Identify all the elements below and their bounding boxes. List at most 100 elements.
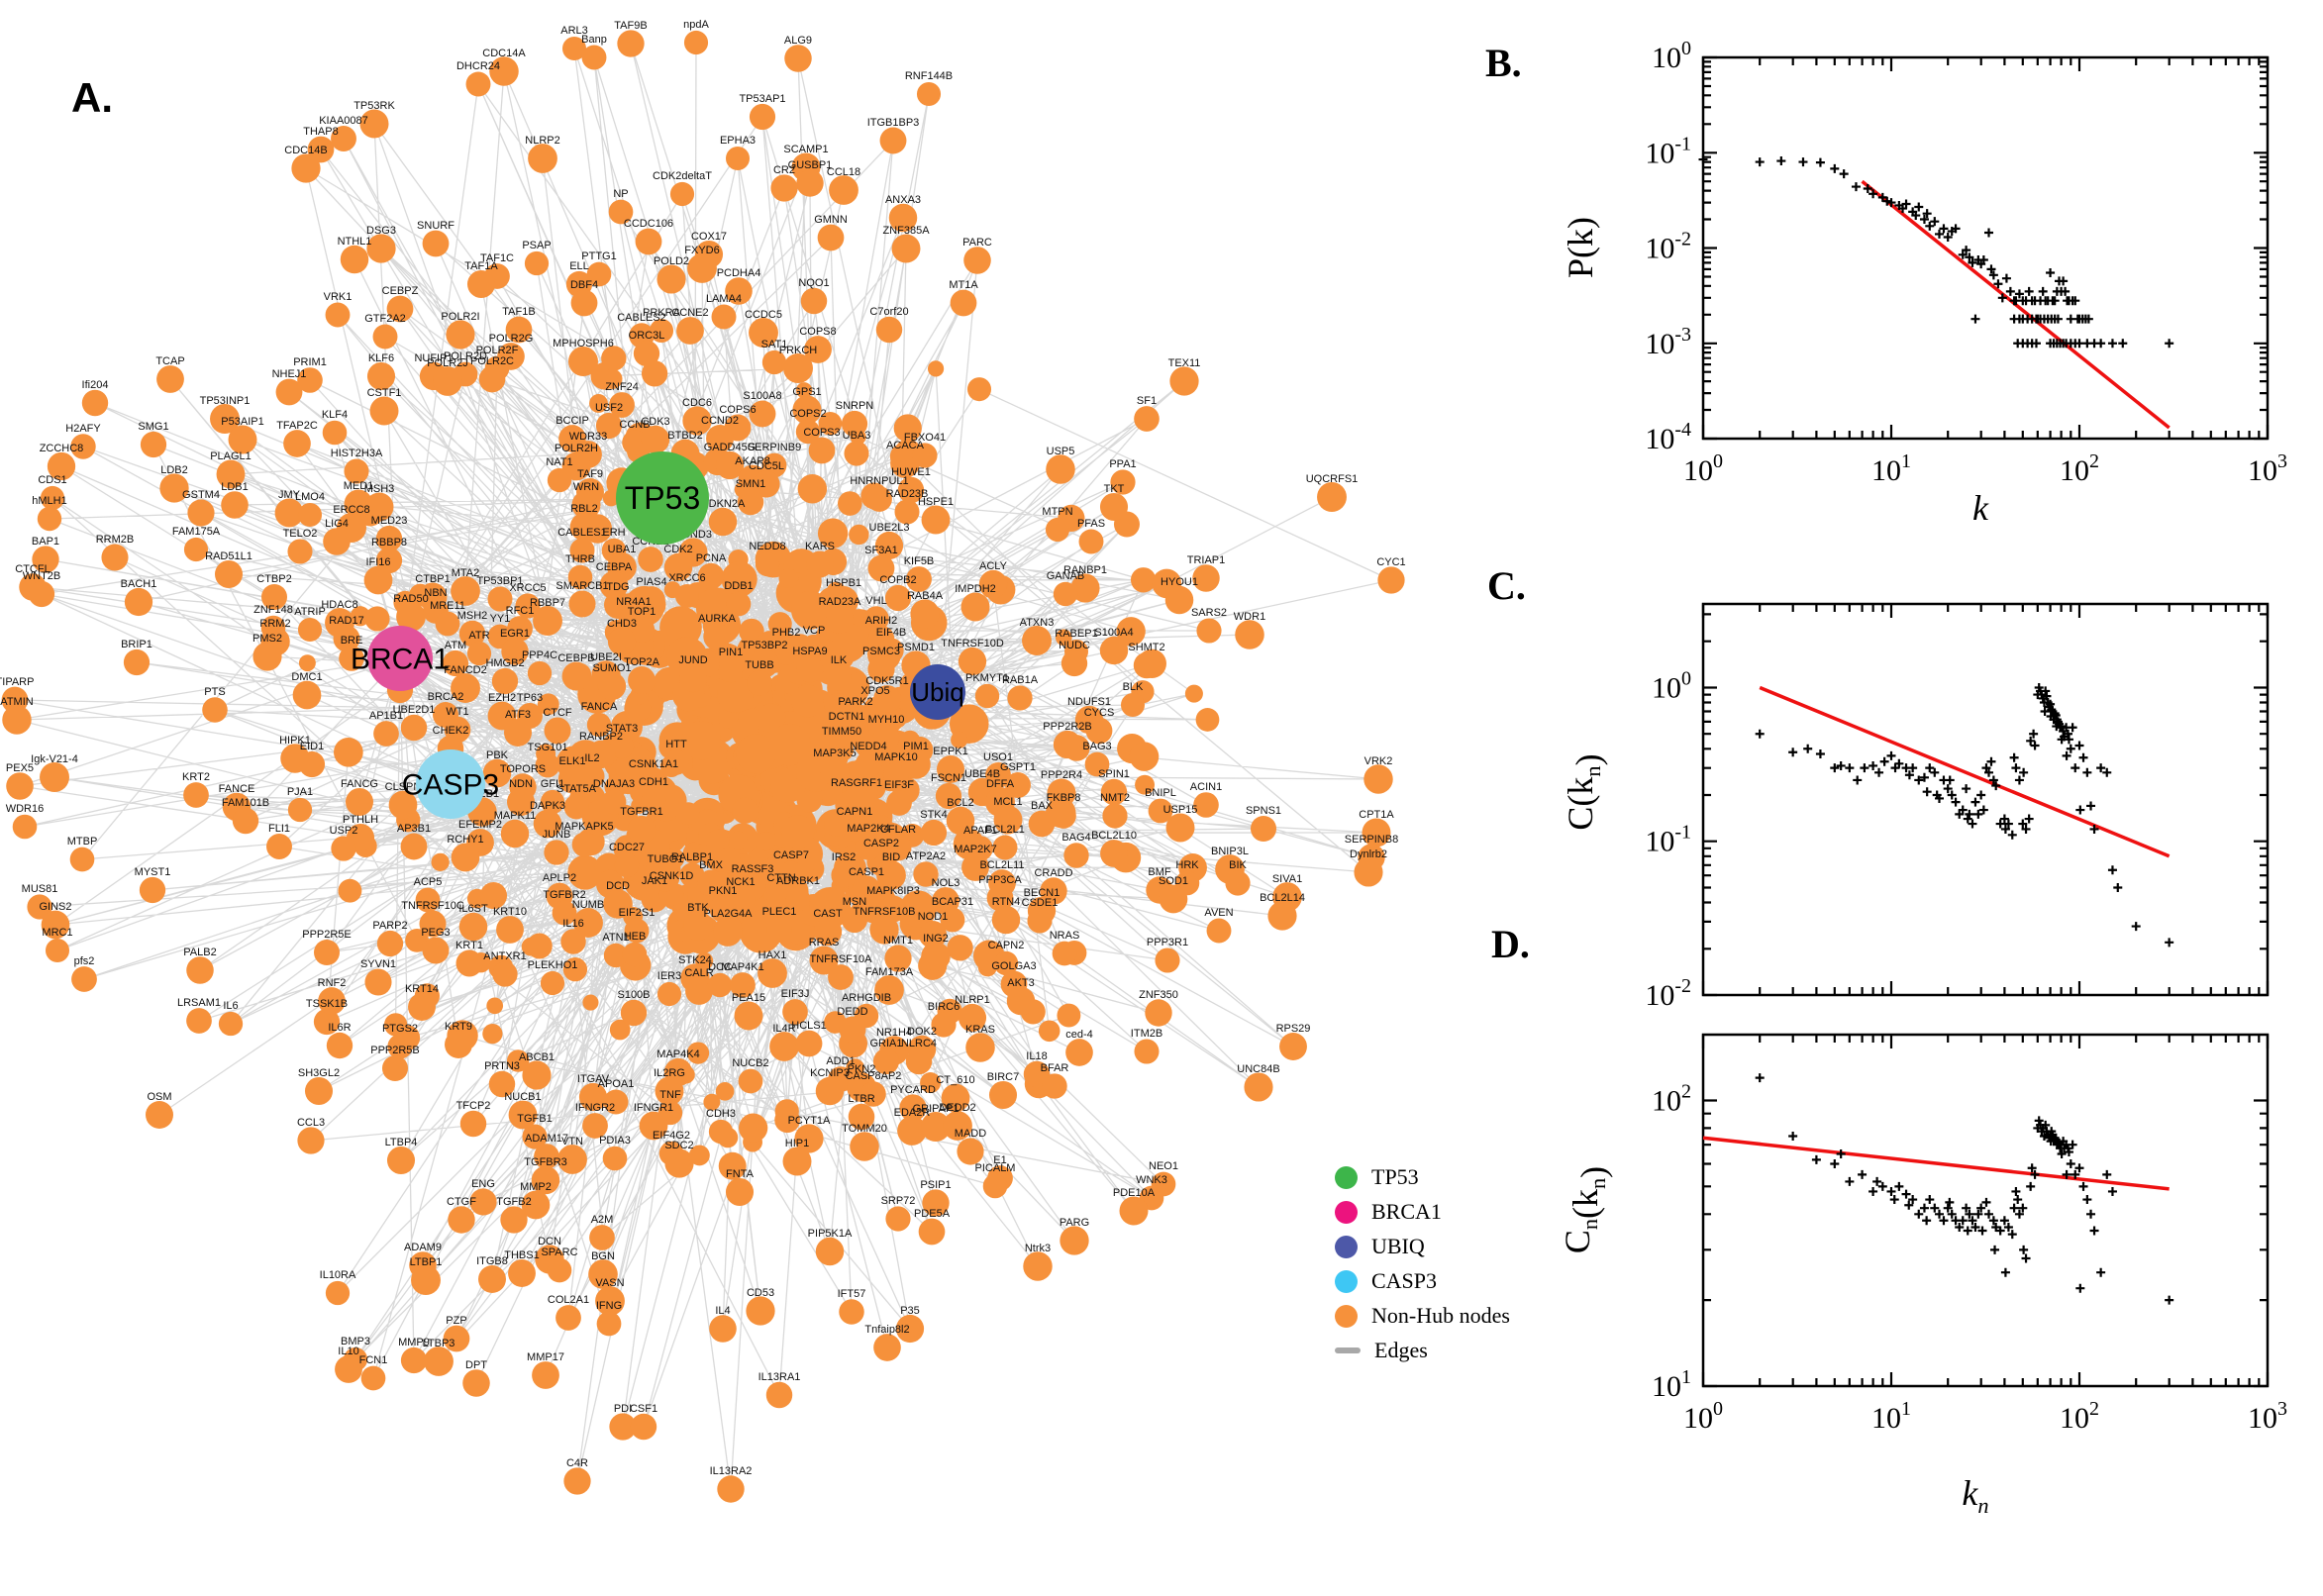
node-label: BCCIP bbox=[556, 415, 589, 427]
node-label: NLRP2 bbox=[525, 135, 559, 147]
node-label: BTBD2 bbox=[667, 430, 702, 442]
node-label: PKMYT1 bbox=[965, 672, 1009, 684]
node-label: RBBP7 bbox=[530, 597, 565, 609]
node-label: MAP4K1 bbox=[721, 961, 763, 973]
node-label: RFC1 bbox=[506, 605, 535, 617]
network-node bbox=[458, 912, 488, 942]
node-label: MAPK8IP3 bbox=[866, 885, 920, 897]
node-label: ZCCHC8 bbox=[40, 443, 84, 454]
node-label: TGFBR1 bbox=[620, 806, 662, 818]
network-node bbox=[844, 441, 869, 466]
node-label: APOA1 bbox=[598, 1078, 635, 1090]
node-label: NEO1 bbox=[1149, 1160, 1178, 1172]
node-label: TOPORS bbox=[500, 763, 546, 775]
node-label: SIVA1 bbox=[1272, 873, 1302, 885]
node-label: MAPK10 bbox=[874, 751, 917, 763]
network-node bbox=[540, 970, 565, 996]
node-label: ADD1 bbox=[826, 1055, 855, 1067]
node-label: PALB2 bbox=[183, 947, 216, 958]
network-node bbox=[910, 599, 940, 629]
node-label: TUBB bbox=[745, 659, 773, 671]
network-node bbox=[388, 790, 418, 820]
node-label: MYH10 bbox=[868, 714, 905, 726]
network-node bbox=[469, 1188, 497, 1216]
network-node bbox=[1022, 626, 1052, 655]
network-node bbox=[829, 175, 858, 205]
node-label: JUNB bbox=[543, 829, 571, 841]
svg-text:103: 103 bbox=[2248, 1398, 2287, 1435]
node-label: LMO4 bbox=[295, 491, 325, 503]
network-node bbox=[706, 425, 734, 452]
node-label: UBE2I bbox=[590, 651, 622, 663]
node-label: POLD2 bbox=[654, 255, 689, 267]
network-node bbox=[872, 1047, 900, 1075]
node-label: WNT2B bbox=[23, 570, 61, 582]
network-node bbox=[1102, 803, 1128, 829]
node-label: KARS bbox=[805, 541, 835, 552]
network-node bbox=[800, 287, 828, 315]
node-label: STK4 bbox=[920, 809, 948, 821]
network-node bbox=[322, 420, 348, 446]
node-label: PSMD1 bbox=[897, 642, 935, 653]
network-node bbox=[567, 564, 593, 590]
node-label: TP53INP1 bbox=[200, 395, 251, 407]
node-label: PYCARD bbox=[890, 1084, 936, 1096]
node-label: WNK3 bbox=[1136, 1174, 1167, 1186]
network-node bbox=[815, 1076, 845, 1106]
network-node bbox=[941, 1083, 970, 1113]
node-label: RTN4 bbox=[992, 896, 1021, 908]
network-node bbox=[506, 787, 536, 817]
network-node bbox=[635, 228, 662, 255]
node-label: EIF4B bbox=[876, 627, 907, 639]
node-label: PDIA3 bbox=[599, 1135, 631, 1147]
network-node bbox=[340, 245, 369, 274]
network-node bbox=[1377, 566, 1405, 594]
network-node bbox=[961, 853, 989, 881]
node-label: FANCA bbox=[581, 701, 618, 713]
network-node bbox=[792, 395, 822, 425]
network-node bbox=[770, 174, 798, 202]
node-label: RCHY1 bbox=[447, 834, 483, 846]
network-node bbox=[884, 584, 912, 612]
node-label: DCD bbox=[606, 880, 630, 892]
network-node bbox=[1045, 517, 1070, 543]
node-label: ING2 bbox=[923, 933, 949, 945]
node-label: BMX bbox=[699, 859, 724, 871]
node-label: BMP3 bbox=[341, 1336, 370, 1347]
node-label: PARK2 bbox=[838, 696, 872, 708]
node-label: POLR2G bbox=[489, 333, 534, 345]
node-label: TP53BP1 bbox=[476, 575, 523, 587]
node-label: PPP3R1 bbox=[1147, 937, 1188, 948]
network-node bbox=[364, 492, 394, 522]
scatter-points bbox=[1698, 154, 2174, 349]
node-label: RAD51L1 bbox=[205, 550, 252, 562]
node-label: RASGRF1 bbox=[831, 777, 882, 789]
network-node bbox=[758, 958, 787, 988]
network-node bbox=[331, 836, 356, 861]
node-label: IL6R bbox=[328, 1022, 351, 1034]
network-node bbox=[578, 1082, 608, 1112]
hub-label: Ubiq bbox=[911, 677, 963, 707]
node-label: VTN bbox=[561, 1136, 583, 1147]
node-label: RAD23A bbox=[819, 596, 861, 608]
network-node bbox=[734, 1001, 763, 1031]
network-node bbox=[561, 661, 591, 691]
network-node bbox=[850, 1132, 879, 1161]
node-label: ARIH2 bbox=[865, 615, 897, 627]
node-label: CHEK2 bbox=[433, 725, 469, 737]
network-node bbox=[825, 605, 855, 635]
network-node bbox=[588, 1259, 618, 1289]
network-node bbox=[992, 835, 1018, 860]
network-node bbox=[630, 1413, 657, 1441]
node-label: HAX1 bbox=[758, 949, 787, 961]
node-label: P53AIP1 bbox=[221, 416, 263, 428]
network-node bbox=[766, 917, 792, 943]
network-node bbox=[596, 1311, 622, 1337]
node-label: PPP4C bbox=[522, 649, 557, 661]
network-node bbox=[589, 1225, 615, 1250]
node-label: JAK1 bbox=[642, 875, 667, 887]
network-node bbox=[325, 302, 351, 328]
network-node bbox=[935, 782, 962, 810]
node-label: NAT1 bbox=[546, 456, 572, 468]
network-node bbox=[1100, 778, 1128, 806]
